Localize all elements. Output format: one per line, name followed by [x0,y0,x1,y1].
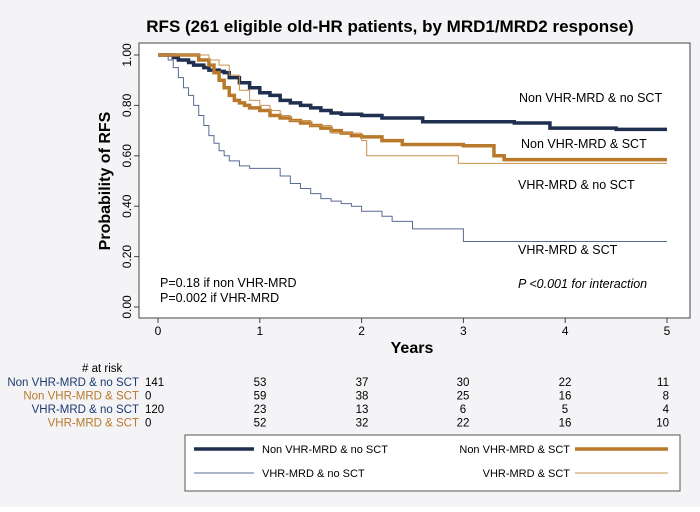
risk-row-label: Non VHR-MRD & SCT [23,391,139,403]
risk-cell: 37 [356,377,369,389]
risk-cell: 0 [145,391,151,403]
annotation-p-vhr: P=0.002 if VHR-MRD [160,291,279,305]
legend-label: VHR-MRD & SCT [483,468,571,480]
risk-cell: 53 [254,377,267,389]
curve-end-label: VHR-MRD & no SCT [518,178,635,192]
x-tick-label: 1 [256,324,263,338]
curve-end-label: Non VHR-MRD & no SCT [519,91,662,105]
x-tick-label: 5 [664,324,671,338]
y-axis: 0.00 0.20 0.40 0.60 0.80 1.00 [120,43,140,319]
legend-box [184,434,681,492]
risk-cell: 38 [356,391,369,403]
risk-row-label: Non VHR-MRD & no SCT [7,377,139,389]
risk-cell: 4 [663,404,670,416]
series-line-3 [158,54,667,164]
risk-cell: 22 [559,377,572,389]
y-tick-label: 0.40 [120,194,134,218]
legend-label: Non VHR-MRD & no SCT [262,444,388,456]
legend-label: Non VHR-MRD & SCT [459,444,570,456]
risk-cell: 23 [254,404,267,416]
risk-cell: 0 [145,418,151,430]
annotation-p-non-vhr: P=0.18 if non VHR-MRD [160,276,297,290]
x-tick-label: 0 [155,324,162,338]
risk-cell: 10 [656,418,669,430]
legend: Non VHR-MRD & no SCT Non VHR-MRD & SCT VHR… [194,444,668,480]
series-line-0 [158,53,667,132]
y-tick-label: 0.00 [120,295,134,319]
series-line-2 [158,54,667,242]
risk-cell: 25 [457,391,470,403]
risk-table-header: # at risk [82,363,123,375]
chart-title: RFS (261 eligible old-HR patients, by MR… [146,17,633,36]
risk-cell: 120 [145,404,164,416]
curve-end-label: VHR-MRD & SCT [518,243,618,257]
y-tick-label: 1.00 [120,43,134,67]
risk-cell: 16 [559,391,572,403]
x-tick-label: 4 [562,324,569,338]
curves [158,53,667,242]
risk-row-label: VHR-MRD & no SCT [32,404,139,416]
y-tick-label: 0.60 [120,144,134,168]
curve-end-labels: Non VHR-MRD & no SCT Non VHR-MRD & SCT VHR… [518,91,662,257]
risk-table: # at risk Non VHR-MRD & no SCT 141 53 37 30 2… [7,363,669,430]
risk-cell: 13 [356,404,369,416]
x-tick-label: 3 [460,324,467,338]
risk-cell: 22 [457,418,470,430]
y-tick-label: 0.20 [120,245,134,269]
risk-cell: 52 [254,418,267,430]
risk-cell: 6 [460,404,466,416]
curve-end-label: Non VHR-MRD & SCT [521,137,647,151]
legend-label: VHR-MRD & no SCT [262,468,365,480]
x-tick-label: 2 [358,324,365,338]
risk-cell: 16 [559,418,572,430]
y-tick-label: 0.80 [120,93,134,117]
x-axis-title: Years [391,340,434,357]
risk-cell: 8 [663,391,669,403]
y-axis-title: Probability of RFS [97,111,114,250]
risk-cell: 11 [657,377,669,389]
risk-cell: 30 [457,377,470,389]
risk-cell: 5 [562,404,568,416]
annotation-p-interaction: P <0.001 for interaction [518,277,647,291]
x-axis: 0 1 2 3 4 5 [139,317,690,338]
risk-row-label: VHR-MRD & SCT [48,418,139,430]
risk-cell: 59 [254,391,267,403]
risk-cell: 32 [356,418,369,430]
risk-cell: 141 [145,377,164,389]
